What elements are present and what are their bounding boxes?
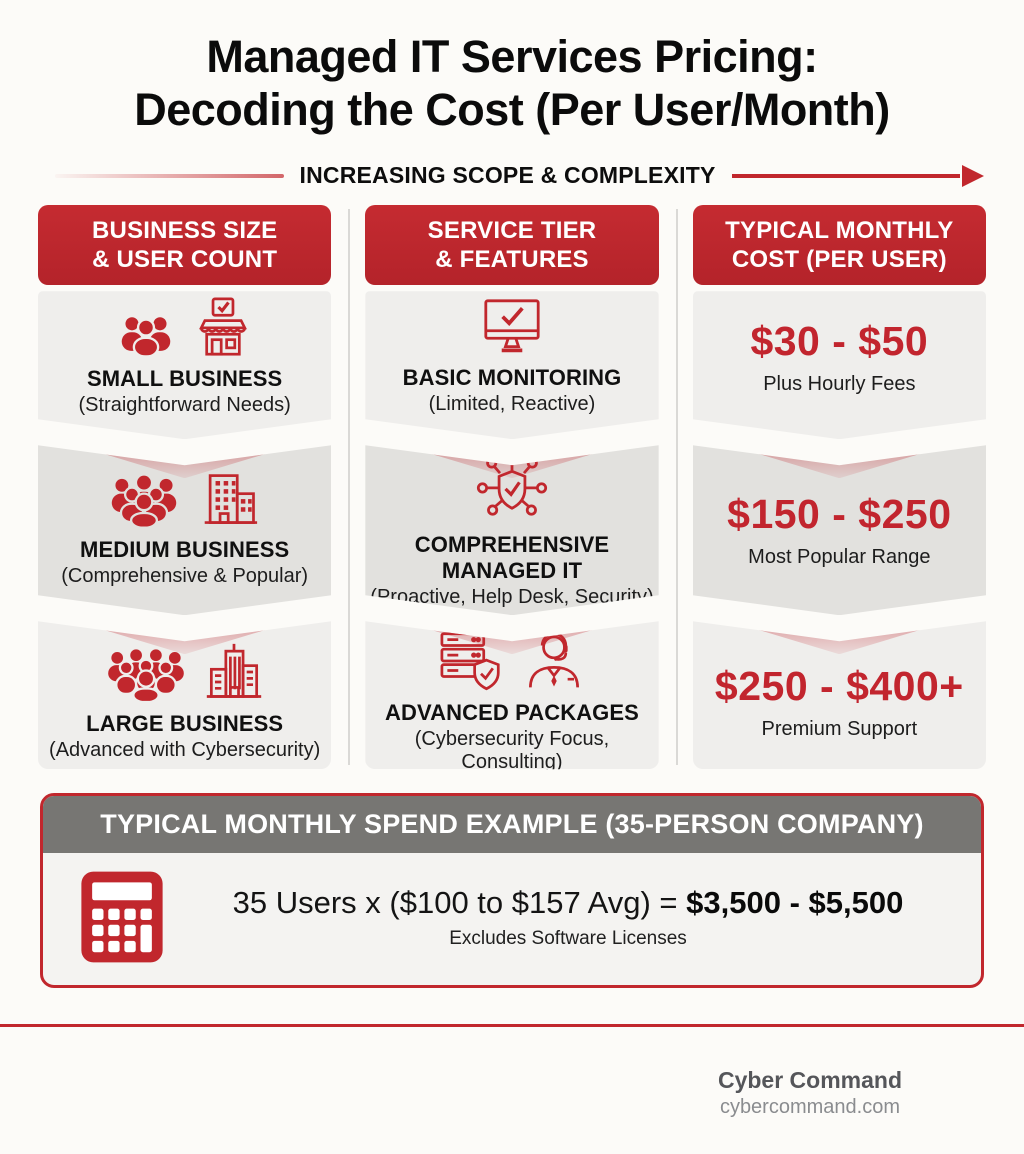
calculator-icon [79,869,165,965]
tier-cost-basic: $30 - $50 Plus Hourly Fees [693,291,986,439]
tier-cost-advanced: $250 - $400+ Premium Support [692,621,986,770]
tier-medium-business: MEDIUM BUSINESS (Comprehensive & Popular… [38,445,331,615]
tier-title: ADVANCED PACKAGES [385,699,639,725]
example-box-header: TYPICAL MONTHLY SPEND EXAMPLE (35-PERSON… [43,796,981,854]
storefront-check-icon [194,297,252,357]
scope-arrow-line-right [731,173,961,178]
scope-arrow-label: INCREASING SCOPE & COMPLEXITY [299,162,716,189]
chevron-down-icon [740,448,939,478]
formula-result: $3,500 - $5,500 [686,884,904,920]
tier-title: COMPREHENSIVE MANAGED IT [414,532,610,584]
scope-arrow-banner: INCREASING SCOPE & COMPLEXITY [55,162,985,189]
tier-comprehensive-managed-it: COMPREHENSIVE MANAGED IT (Proactive, Hel… [365,445,658,615]
tier-advanced-packages: ADVANCED PACKAGES (Cybersecurity Focus, … [365,621,659,770]
brand-website: cybercommand.com [719,1096,900,1119]
office-building-icon [199,472,261,528]
shield-network-icon [474,451,550,523]
tier-basic-monitoring: BASIC MONITORING (Limited, Reactive) [365,291,658,439]
tier-subtitle: (Cybersecurity Focus, Consulting) [414,727,610,773]
page-title: Managed IT Services Pricing: Decoding th… [134,31,890,136]
tier-title: BASIC MONITORING [402,365,622,391]
support-agent-icon [523,631,585,691]
people-large-crowd-icon [107,648,185,703]
column-divider [347,209,350,766]
price-note: Premium Support [761,718,918,741]
formula-prefix: 35 Users x ($100 to $157 Avg) = [232,884,687,920]
price-range: $250 - $400+ [714,663,964,710]
column-service-tier: SERVICE TIER & FEATURES BASIC MONITORING… [365,205,659,770]
column-monthly-cost: TYPICAL MONTHLY COST (PER USER) $30 - $5… [692,205,986,770]
tier-large-business: LARGE BUSINESS (Advanced with Cybersecur… [38,621,332,770]
tier-title: MEDIUM BUSINESS [80,537,290,563]
example-note: Excludes Software Licenses [449,927,687,949]
column-business-size: BUSINESS SIZE & USER COUNT [38,205,332,770]
monthly-spend-example-box: TYPICAL MONTHLY SPEND EXAMPLE (35-PERSON… [40,793,984,989]
people-group-icon [118,313,174,357]
tier-title: SMALL BUSINESS [86,366,283,392]
price-note: Plus Hourly Fees [763,373,916,396]
comparison-columns: BUSINESS SIZE & USER COUNT [38,205,986,770]
scope-arrow-line-left [55,173,284,178]
tier-small-business: SMALL BUSINESS (Straightforward Needs) [38,291,331,439]
tier-subtitle: (Proactive, Help Desk, Security) [370,586,654,609]
spend-formula: 35 Users x ($100 to $157 Avg) = $3,500 -… [195,885,941,921]
brand-block: Cyber Command cybercommand.com [718,1067,902,1119]
tier-subtitle: (Advanced with Cybersecurity) [49,739,321,762]
column-header-monthly-cost: TYPICAL MONTHLY COST (PER USER) [692,205,986,286]
tier-subtitle: (Comprehensive & Popular) [61,565,309,588]
price-range: $150 - $250 [727,491,952,538]
monitor-check-icon [479,298,545,356]
skyscraper-icon [205,642,263,702]
price-range: $30 - $50 [750,318,929,365]
tier-subtitle: (Limited, Reactive) [428,393,596,416]
tier-cost-comprehensive: $150 - $250 Most Popular Range [693,445,986,615]
chevron-down-icon [739,624,940,655]
brand-name: Cyber Command [717,1067,902,1094]
people-crowd-icon [109,474,179,528]
column-header-business-size: BUSINESS SIZE & USER COUNT [38,205,332,286]
price-note: Most Popular Range [748,546,931,569]
footer-divider [0,1024,1024,1028]
tier-title: LARGE BUSINESS [86,711,284,737]
tier-subtitle: (Straightforward Needs) [78,394,291,417]
column-header-service-tier: SERVICE TIER & FEATURES [365,205,659,286]
server-shield-icon [439,631,503,691]
column-divider [676,209,678,766]
arrow-right-icon [962,164,985,187]
